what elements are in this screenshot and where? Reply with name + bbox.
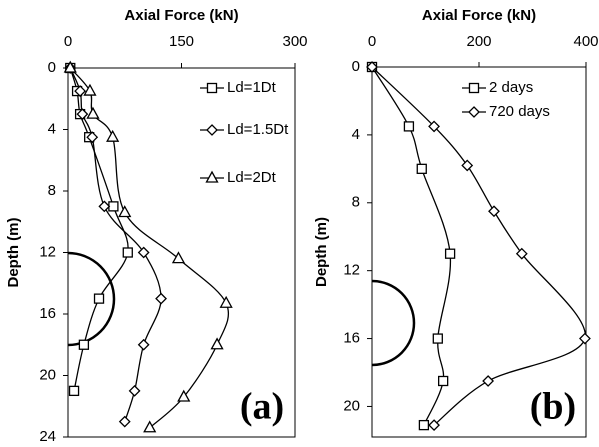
point xyxy=(515,247,528,260)
legend-label: 2 days xyxy=(489,79,533,96)
legend-marker xyxy=(468,82,480,94)
panel-label: (b) xyxy=(530,386,576,428)
y-tick-label: 12 xyxy=(343,262,360,279)
point xyxy=(428,120,440,133)
legend-label: Ld=1.5Dt xyxy=(227,121,289,138)
point xyxy=(488,205,500,218)
x-axis-title: Axial Force (kN) xyxy=(124,7,238,24)
y-tick-label: 8 xyxy=(48,182,56,199)
point xyxy=(74,85,87,97)
pile-arc xyxy=(67,251,116,347)
x-tick-label: 150 xyxy=(169,33,194,50)
legend-marker xyxy=(206,124,218,136)
x-tick-label: 0 xyxy=(368,33,376,50)
y-tick-label: 0 xyxy=(352,58,360,75)
point xyxy=(461,159,474,172)
point xyxy=(83,83,97,96)
point xyxy=(137,338,150,351)
y-tick-label: 12 xyxy=(39,243,56,260)
point xyxy=(177,389,191,402)
point xyxy=(428,419,440,432)
point xyxy=(143,420,157,433)
point xyxy=(438,375,449,387)
point xyxy=(432,333,443,344)
series-line xyxy=(371,66,452,426)
y-axis-title: Depth (m) xyxy=(313,217,330,287)
y-tick-label: 4 xyxy=(352,126,360,143)
legend-marker xyxy=(206,82,218,94)
point xyxy=(416,163,427,174)
point xyxy=(86,131,99,144)
point xyxy=(68,385,80,397)
x-tick-label: 400 xyxy=(573,33,598,50)
point xyxy=(171,251,186,264)
y-tick-label: 8 xyxy=(352,194,360,211)
legend-label: Ld=1Dt xyxy=(227,79,277,96)
legend-marker xyxy=(468,106,480,118)
point xyxy=(122,247,133,258)
point xyxy=(108,201,119,212)
x-tick-label: 0 xyxy=(64,33,72,50)
y-tick-label: 24 xyxy=(39,428,56,445)
legend-marker xyxy=(205,170,219,183)
series-line xyxy=(69,67,230,429)
y-tick-label: 0 xyxy=(48,59,56,76)
x-axis-title: Axial Force (kN) xyxy=(422,7,536,24)
x-tick-label: 300 xyxy=(282,33,307,50)
pile-arc xyxy=(371,279,416,367)
y-tick-label: 16 xyxy=(39,305,56,322)
point xyxy=(418,419,430,431)
point xyxy=(137,246,150,259)
point xyxy=(155,292,167,305)
point xyxy=(210,337,224,350)
point xyxy=(444,248,456,259)
y-tick-label: 4 xyxy=(48,120,56,137)
y-tick-label: 20 xyxy=(39,366,56,383)
panel-label: (a) xyxy=(240,386,284,428)
y-tick-label: 16 xyxy=(343,330,360,347)
point xyxy=(118,205,132,218)
point xyxy=(93,293,105,304)
point xyxy=(118,415,131,428)
y-tick-label: 20 xyxy=(343,397,360,414)
y-axis-title: Depth (m) xyxy=(5,218,22,288)
point xyxy=(76,108,89,121)
point xyxy=(219,295,233,308)
point xyxy=(63,60,77,73)
point xyxy=(482,375,495,387)
point xyxy=(403,121,415,132)
point xyxy=(98,200,111,213)
series-line xyxy=(69,67,162,422)
series-line xyxy=(371,66,586,426)
legend-label: 720 days xyxy=(489,103,550,120)
point xyxy=(78,339,90,350)
point xyxy=(106,129,120,142)
point xyxy=(366,61,378,73)
point xyxy=(128,384,141,397)
x-tick-label: 200 xyxy=(466,33,491,50)
point xyxy=(86,106,100,119)
legend-label: Ld=2Dt xyxy=(227,169,277,186)
point xyxy=(579,332,591,345)
